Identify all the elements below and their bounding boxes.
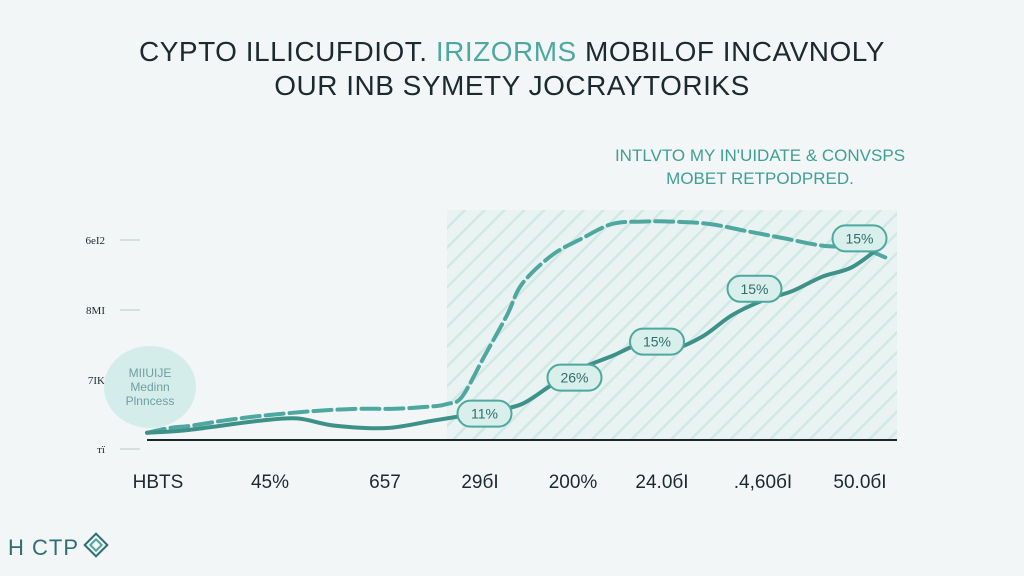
data-label-pill bbox=[629, 327, 685, 356]
series-line-dashed bbox=[145, 219, 888, 435]
chart-title-line1: CYPTO ILLICUFDIOT. IRIZORMS MOBILOF INCA… bbox=[0, 36, 1024, 68]
chart-subtitle-line2: MOBET REТPODPRED. bbox=[666, 169, 854, 188]
y-tick-label: 8MI bbox=[86, 305, 105, 317]
badge-line3: Plnncess bbox=[125, 394, 175, 408]
x-tick-label: 45% bbox=[251, 472, 289, 493]
x-tick-label: 200% bbox=[549, 472, 598, 493]
data-label: 26% bbox=[546, 363, 603, 392]
x-tick-label: 657 bbox=[369, 472, 401, 493]
data-label-pill bbox=[546, 363, 603, 392]
data-label: 15% bbox=[831, 224, 888, 253]
data-label-pill bbox=[726, 274, 783, 303]
y-tick-label: 6eI2 bbox=[85, 235, 105, 247]
y-tick-label: 7IK bbox=[88, 375, 105, 387]
logo-text: H CTP bbox=[8, 535, 79, 560]
title-part-2: MOBILOF INCAVNOLY bbox=[576, 36, 885, 67]
x-tick-label: 24.0бІ bbox=[635, 472, 688, 493]
data-label: 15% bbox=[726, 274, 783, 303]
x-tick-label: 29бІ bbox=[461, 472, 498, 493]
data-label-pill bbox=[831, 224, 888, 253]
data-label-text: 15% bbox=[845, 230, 873, 246]
title-part-1: CYPTO ILLICUFDIOT. bbox=[139, 36, 436, 67]
x-tick-label: HBTS bbox=[133, 472, 184, 493]
x-tick-label: 50.0бІ bbox=[833, 472, 886, 493]
diamond-logo-icon bbox=[83, 532, 109, 564]
data-label-text: 15% bbox=[740, 281, 768, 297]
data-label: 11% bbox=[456, 399, 513, 428]
data-label-text: 15% bbox=[643, 334, 671, 350]
shaded-area bbox=[447, 210, 897, 440]
brand-logo: H CTP bbox=[8, 532, 109, 564]
chart-title-line2: OUR INB SYMETY JOCRAYTORIKS bbox=[274, 70, 750, 101]
title-accent: IRIZORMS bbox=[435, 36, 577, 67]
y-tick-label: тї bbox=[97, 444, 106, 456]
data-label-pill bbox=[456, 399, 513, 428]
data-label: 15% bbox=[629, 327, 685, 356]
info-badge: MIIUIJE Medinn Plnncess bbox=[104, 346, 196, 428]
chart-subtitle-line1: INTLVTO MY IN'UIDATE & CONVSPS bbox=[614, 146, 906, 165]
x-tick-label: .4,60бІ bbox=[734, 472, 792, 493]
data-label-text: 26% bbox=[560, 370, 588, 386]
badge-line1: MIIUIJE bbox=[128, 366, 172, 380]
data-label-text: 11% bbox=[471, 406, 498, 422]
badge-line2: Medinn bbox=[130, 380, 170, 394]
